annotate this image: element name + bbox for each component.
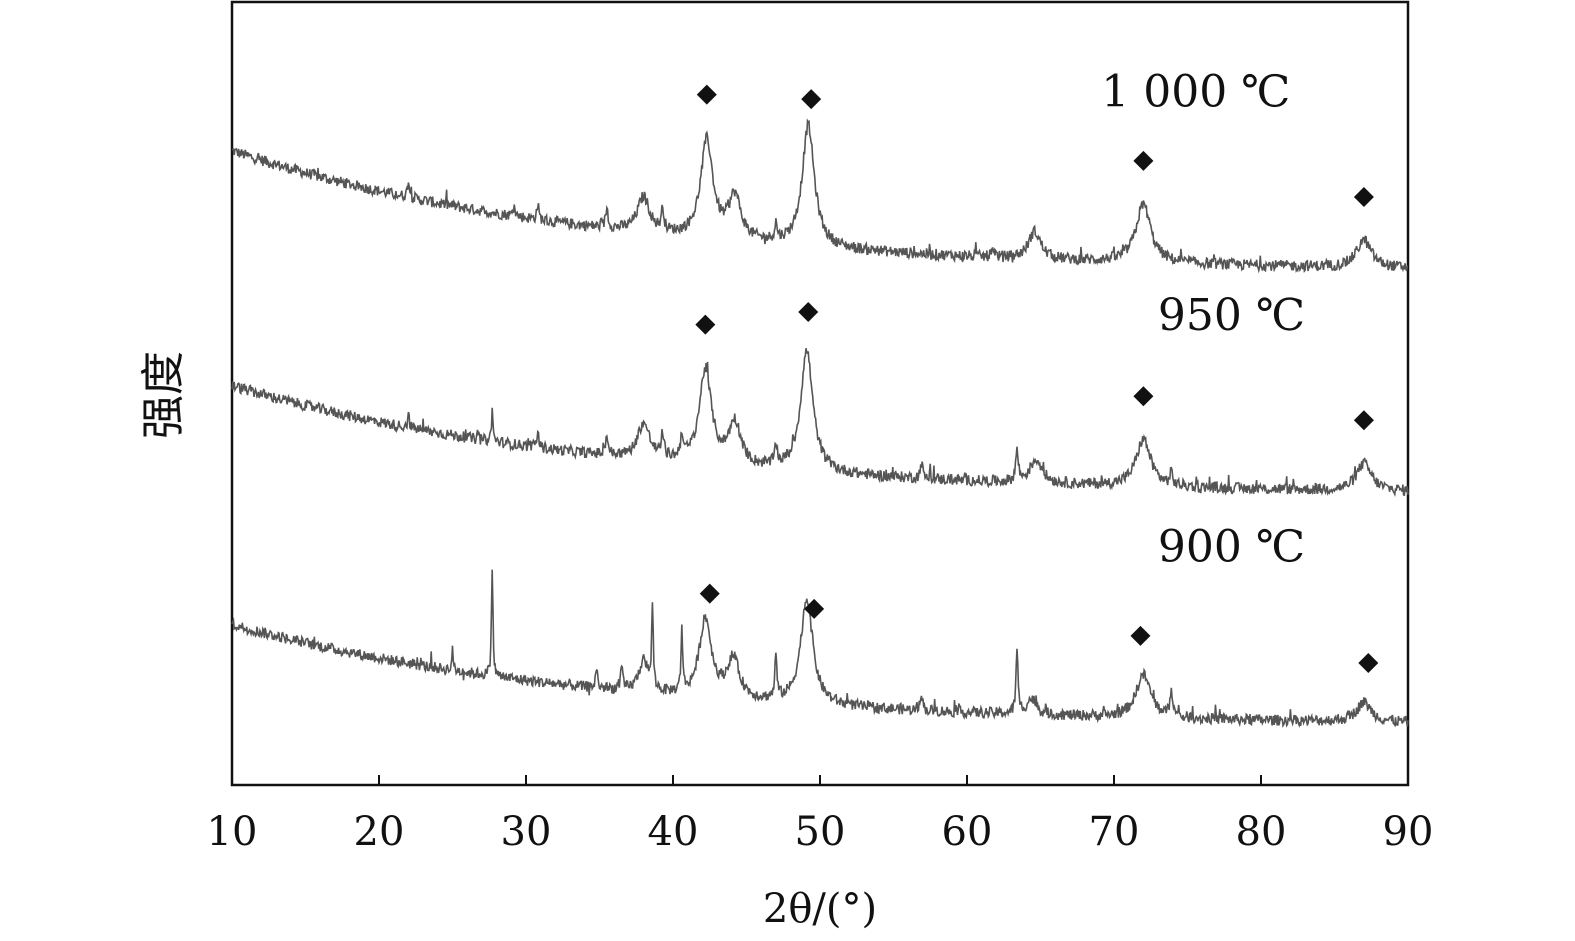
x-tick-label: 50 (795, 809, 846, 855)
x-tick-label: 70 (1089, 809, 1140, 855)
x-tick-label: 30 (501, 809, 552, 855)
plot-frame (230, 0, 1410, 787)
series-labels: 1 000 ℃ 950 ℃ 900 ℃ (1101, 66, 1305, 572)
series-line (231, 348, 1409, 497)
series-label: 950 ℃ (1158, 290, 1305, 341)
peak-marker (798, 302, 819, 323)
x-tick-label: 90 (1383, 809, 1434, 855)
peak-marker (804, 598, 825, 619)
peak-markers (695, 84, 1379, 674)
series-line (231, 569, 1409, 728)
series-line (231, 118, 1409, 274)
peak-marker (1353, 186, 1374, 207)
peak-marker (1130, 625, 1151, 646)
x-tick-label: 60 (942, 809, 993, 855)
peak-marker (699, 583, 720, 604)
x-axis-ticks: 10 20 30 40 50 60 70 80 90 (207, 775, 1434, 855)
peak-marker (1133, 150, 1154, 171)
peak-marker (695, 314, 716, 335)
peak-marker (1133, 386, 1154, 407)
series-label: 1 000 ℃ (1101, 66, 1290, 117)
series-layer (231, 118, 1409, 728)
peak-marker (696, 84, 717, 105)
y-axis-title: 强度 (138, 351, 189, 439)
x-tick-label: 40 (648, 809, 699, 855)
x-axis-title: 2θ/(°) (763, 886, 877, 932)
x-tick-label: 80 (1236, 809, 1287, 855)
peak-marker (1353, 410, 1374, 431)
x-tick-label: 10 (207, 809, 258, 855)
series-label: 900 ℃ (1158, 521, 1305, 572)
peak-marker (1358, 653, 1379, 674)
x-tick-label: 20 (354, 809, 405, 855)
peak-marker (801, 89, 822, 110)
